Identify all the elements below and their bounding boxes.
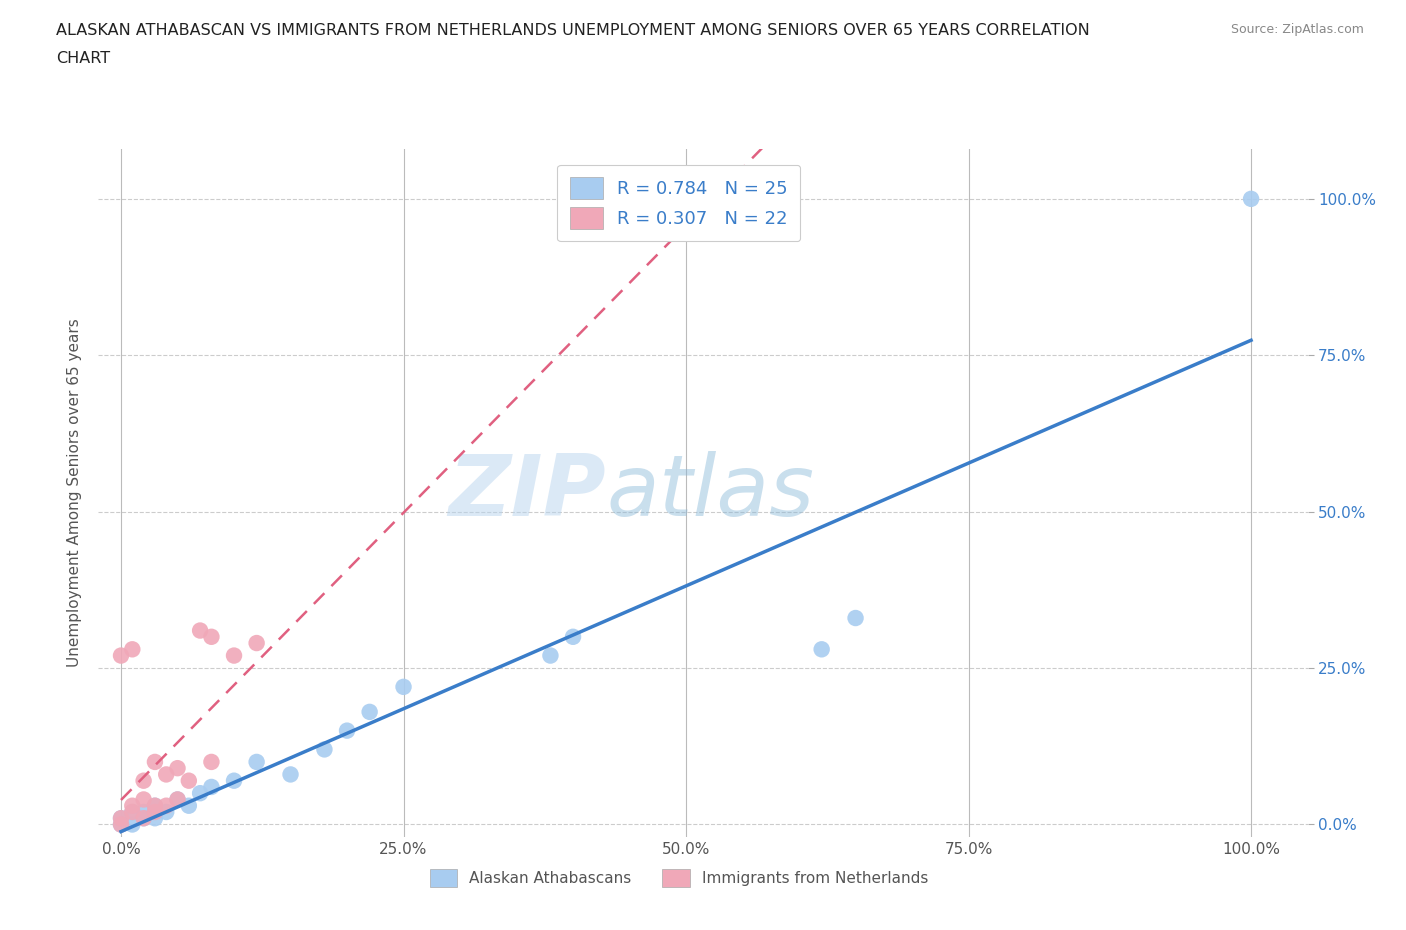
Point	[110, 817, 132, 832]
Point	[166, 792, 188, 807]
Text: ZIP: ZIP	[449, 451, 606, 535]
Point	[200, 630, 222, 644]
Point	[132, 792, 155, 807]
Point	[200, 754, 222, 769]
Point	[188, 786, 211, 801]
Text: CHART: CHART	[56, 51, 110, 66]
Legend: Alaskan Athabascans, Immigrants from Netherlands: Alaskan Athabascans, Immigrants from Net…	[419, 858, 939, 898]
Y-axis label: Unemployment Among Seniors over 65 years: Unemployment Among Seniors over 65 years	[67, 319, 83, 668]
Point	[810, 642, 832, 657]
Point	[121, 642, 143, 657]
Point	[155, 798, 177, 813]
Point	[132, 811, 155, 826]
Point	[143, 804, 166, 819]
Point	[132, 773, 155, 788]
Point	[177, 798, 200, 813]
Point	[177, 773, 200, 788]
Point	[538, 648, 561, 663]
Point	[314, 742, 336, 757]
Point	[845, 611, 868, 626]
Point	[222, 648, 245, 663]
Point	[121, 817, 143, 832]
Point	[1240, 192, 1263, 206]
Text: Source: ZipAtlas.com: Source: ZipAtlas.com	[1230, 23, 1364, 36]
Point	[110, 648, 132, 663]
Point	[155, 767, 177, 782]
Point	[188, 623, 211, 638]
Point	[562, 630, 585, 644]
Point	[110, 811, 132, 826]
Point	[280, 767, 302, 782]
Point	[336, 724, 359, 738]
Point	[143, 811, 166, 826]
Point	[166, 761, 188, 776]
Point	[143, 798, 166, 813]
Point	[143, 798, 166, 813]
Point	[132, 804, 155, 819]
Point	[110, 811, 132, 826]
Point	[110, 817, 132, 832]
Point	[222, 773, 245, 788]
Point	[121, 804, 143, 819]
Point	[143, 754, 166, 769]
Text: atlas: atlas	[606, 451, 814, 535]
Point	[121, 798, 143, 813]
Point	[155, 804, 177, 819]
Point	[121, 804, 143, 819]
Point	[200, 779, 222, 794]
Point	[132, 811, 155, 826]
Point	[246, 635, 269, 650]
Point	[166, 792, 188, 807]
Point	[359, 704, 381, 719]
Text: ALASKAN ATHABASCAN VS IMMIGRANTS FROM NETHERLANDS UNEMPLOYMENT AMONG SENIORS OVE: ALASKAN ATHABASCAN VS IMMIGRANTS FROM NE…	[56, 23, 1090, 38]
Point	[246, 754, 269, 769]
Point	[392, 680, 415, 695]
